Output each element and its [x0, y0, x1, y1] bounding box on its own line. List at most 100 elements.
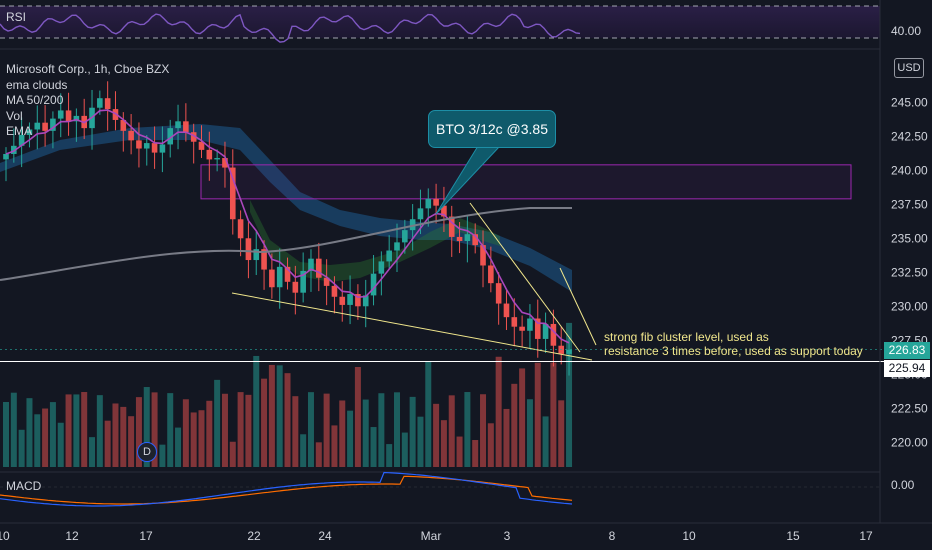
volume-bars	[3, 322, 573, 467]
candle-body	[245, 238, 252, 261]
candle-body	[143, 143, 150, 149]
volume-bar	[120, 406, 127, 467]
callout-label[interactable]: BTO 3/12c @3.85	[428, 110, 556, 148]
moving-average-lines	[0, 109, 572, 344]
candle-body	[183, 121, 189, 133]
candle-body	[488, 265, 494, 284]
candle-body	[3, 153, 9, 160]
candle-body	[151, 143, 158, 153]
currency-button[interactable]: USD	[894, 58, 924, 78]
candle-body	[464, 234, 471, 242]
indicator-vol[interactable]: Vol	[6, 108, 23, 123]
volume-bar	[135, 397, 142, 467]
candle-body	[292, 281, 299, 293]
time-tick-label: 24	[318, 529, 332, 543]
volume-bar	[81, 392, 88, 467]
candle-body	[456, 236, 463, 242]
candle-body	[229, 167, 236, 220]
volume-bar	[472, 440, 479, 467]
volume-bar	[57, 422, 64, 467]
candle-body	[347, 294, 353, 305]
candle-body	[323, 277, 330, 286]
volume-bar	[261, 378, 268, 467]
volume-bar	[323, 393, 330, 467]
time-tick-label: Mar	[421, 529, 442, 543]
candle-body	[448, 216, 455, 237]
fib-note[interactable]: strong fib cluster level, used as resist…	[604, 330, 863, 358]
macd-tick-label: 0.00	[891, 478, 915, 492]
macd-pane	[0, 471, 880, 507]
volume-bar	[3, 402, 9, 467]
note-pointer-line	[559, 267, 597, 346]
candle-body	[175, 121, 181, 129]
candle-body	[362, 295, 369, 307]
volume-bar	[65, 394, 72, 467]
volume-bar	[128, 416, 135, 467]
candle-body	[558, 345, 565, 354]
candle-body	[214, 158, 220, 160]
signal-line	[0, 475, 573, 505]
candle-body	[167, 128, 174, 145]
candle-body	[402, 230, 408, 243]
candle-body	[534, 318, 541, 339]
volume-bar	[18, 429, 25, 467]
volume-bar	[487, 423, 494, 467]
volume-bar	[503, 408, 510, 467]
candle-body	[409, 219, 416, 231]
candle-body	[190, 132, 197, 142]
dividend-marker[interactable]: D	[137, 442, 157, 462]
rsi-line	[0, 13, 581, 43]
candle-body	[73, 115, 80, 122]
candle-body	[480, 245, 486, 266]
price-tick-label: 222.50	[891, 401, 928, 415]
volume-bar	[237, 392, 244, 467]
volume-bar	[464, 392, 471, 467]
candle-body	[253, 249, 260, 261]
volume-bar	[354, 366, 361, 467]
time-tick-label: 17	[139, 529, 153, 543]
volume-bar	[300, 434, 307, 467]
volume-bar	[495, 356, 502, 467]
candle-body	[503, 303, 510, 318]
volume-bar	[284, 373, 291, 467]
volume-bar	[401, 432, 408, 467]
volume-bar	[558, 400, 565, 467]
volume-bar	[550, 362, 557, 467]
volume-bar	[370, 427, 377, 467]
candle-body	[542, 323, 549, 339]
indicator-ema[interactable]: EMA	[6, 124, 33, 138]
candle-body	[198, 141, 205, 150]
rsi-tick-label: 40.00	[891, 24, 921, 38]
volume-bar	[276, 365, 283, 467]
candle-body	[370, 273, 377, 296]
candle-body	[261, 249, 267, 270]
volume-bar	[378, 393, 385, 467]
candle-body	[50, 118, 56, 131]
candle-body	[237, 219, 244, 239]
volume-bar	[34, 414, 41, 467]
volume-bar	[143, 387, 150, 467]
candle-body	[57, 110, 64, 119]
volume-bar	[190, 412, 197, 467]
time-tick-label: 10	[0, 529, 10, 543]
candle-body	[18, 134, 25, 146]
candle-body	[495, 283, 502, 304]
candle-body	[339, 296, 346, 305]
candle-body	[316, 258, 322, 278]
candle-body	[128, 130, 134, 141]
volume-bar	[511, 383, 518, 467]
volume-bar	[362, 399, 369, 467]
candle-series	[3, 81, 572, 376]
volume-bar	[534, 362, 541, 467]
volume-bar	[347, 410, 354, 467]
ema-cloud-layer	[0, 124, 572, 292]
indicator-ema-clouds[interactable]: ema clouds	[6, 77, 68, 92]
symbol-title[interactable]: Microsoft Corp., 1h, Cboe BZX	[6, 62, 170, 76]
indicator-ma-50-200[interactable]: MA 50/200	[6, 93, 64, 107]
last-price-tag: 226.83	[884, 342, 930, 359]
volume-bar	[417, 416, 424, 467]
support-price-tag: 225.94	[884, 360, 930, 377]
candle-body	[308, 258, 314, 271]
volume-bar	[42, 408, 49, 467]
